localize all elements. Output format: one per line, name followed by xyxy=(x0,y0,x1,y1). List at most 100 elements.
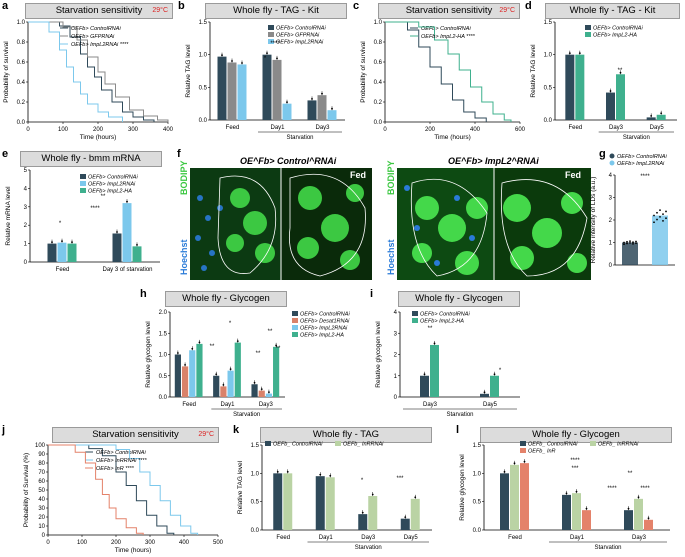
panel-b-y-tick-label: 1.5 xyxy=(199,20,208,26)
panel-e-y-tick-label: 5 xyxy=(24,168,28,174)
panel-g-y-tick-label: 3 xyxy=(609,196,613,202)
panel-c-x-tick-label: 600 xyxy=(515,127,526,133)
panel-i-y-tick-label: 4 xyxy=(394,310,398,316)
panel-e-bar xyxy=(122,203,132,262)
panel-d-significance-label: ** xyxy=(618,68,623,74)
panel-g-bar xyxy=(622,242,638,265)
panel-l-x-tick-label: Feed xyxy=(508,535,522,541)
panel-i-bar xyxy=(480,393,489,397)
panel-d-y-tick-label: 1.0 xyxy=(544,53,553,59)
panel-c-y-tick-label: 0.6 xyxy=(374,60,383,66)
panel-l-data-point xyxy=(513,462,516,465)
panel-b-bar xyxy=(317,95,327,120)
panel-e-title: Whole fly - bmm mRNA xyxy=(20,151,162,167)
panel-h-data-point xyxy=(275,344,278,347)
panel-h-bar xyxy=(220,386,227,397)
panel-h-x-tick-label: Feed xyxy=(182,402,196,408)
panel-b-data-point xyxy=(311,98,313,100)
panel-l-y-tick-label: 1.5 xyxy=(473,443,482,449)
panel-j-series-line xyxy=(48,444,144,535)
panel-c-series-line xyxy=(385,21,487,122)
panel-h-data-point xyxy=(260,388,263,391)
panel-k-legend-swatch xyxy=(335,441,341,446)
panel-label-f: f xyxy=(177,148,181,160)
panel-a-x-axis-label: Time (hours) xyxy=(80,134,117,141)
panel-h-significance-label: ** xyxy=(268,329,273,335)
panel-j-y-tick-label: 30 xyxy=(38,506,45,512)
panel-b-data-point xyxy=(286,101,288,104)
panel-l-bar xyxy=(624,510,633,530)
panel-k-significance-label: * xyxy=(361,478,364,484)
panel-l-x-tick-label: Day3 xyxy=(632,535,647,541)
microscopy-impl2 xyxy=(397,168,591,280)
panel-b-legend-swatch xyxy=(268,32,274,37)
panel-e-significance-label: ** xyxy=(101,194,106,200)
panel-j-title: Starvation sensitivity 29°C xyxy=(52,427,219,443)
panel-g-data-point xyxy=(653,221,655,224)
panel-h-legend-swatch xyxy=(292,325,298,330)
panel-d-y-tick-label: 0.5 xyxy=(544,85,553,91)
panel-a-y-tick-label: 0.0 xyxy=(17,120,26,126)
panel-i-legend-label: OEFb> ControlRNAi xyxy=(420,312,470,318)
panel-b-legend-label: OEFb> ImpL2RNAi xyxy=(276,40,324,46)
panel-h-y-tick-label: 0.0 xyxy=(159,395,168,401)
panel-l-bar xyxy=(634,498,643,530)
panel-g-data-point xyxy=(635,240,637,243)
panel-b-data-point xyxy=(241,62,243,64)
panel-d-title: Whole fly - TAG - Kit xyxy=(545,3,680,19)
panel-b-data-point xyxy=(321,92,323,95)
panel-g-data-point xyxy=(665,217,667,220)
panel-l-bar xyxy=(644,519,653,530)
panel-k-bar xyxy=(410,498,420,530)
panel-k-data-point xyxy=(361,511,364,514)
panel-b-y-tick-label: 0.0 xyxy=(199,118,208,124)
panel-g-data-point xyxy=(662,220,664,222)
panel-i-y-tick-label: 1 xyxy=(394,374,398,380)
panel-l-title: Whole fly - Glycogen xyxy=(480,427,672,443)
panel-e-y-tick-label: 0 xyxy=(24,260,28,266)
panel-e-y-tick-label: 2 xyxy=(24,223,28,229)
panel-d-bar xyxy=(575,54,585,120)
panel-l-y-tick-label: 0.0 xyxy=(473,528,482,534)
panel-i-group-caption: Starvation xyxy=(446,412,473,418)
panel-d-x-tick-label: Feed xyxy=(568,125,582,131)
panel-k-bar xyxy=(358,514,368,530)
panel-l-data-point xyxy=(585,507,588,510)
panel-l-legend-label: OEFb_ InRRNAi xyxy=(598,442,639,448)
panel-k-x-tick-label: Day5 xyxy=(404,535,419,541)
panel-i-x-tick-label: Day3 xyxy=(423,402,438,408)
panel-e-data-point xyxy=(61,240,63,243)
panel-a-legend-label: OEFb> GFPRNAi xyxy=(71,34,115,40)
panel-k-y-tick-label: 1.5 xyxy=(251,443,260,449)
panel-h-y-axis-label: Relative glycogen level xyxy=(145,321,152,388)
panel-label-k: k xyxy=(233,424,240,436)
panel-e-y-tick-label: 3 xyxy=(24,205,28,211)
panel-h-data-point xyxy=(184,364,186,366)
panel-k-group-caption: Starvation xyxy=(355,545,382,551)
panel-k-data-point xyxy=(319,473,322,476)
panel-i-legend-label: OEFb> ImpL2-HA xyxy=(420,319,464,325)
panel-g-legend-label: OEFb> ImpL2RNAi xyxy=(617,161,665,167)
panel-h-x-tick-label: Day3 xyxy=(259,402,274,408)
title-text: Starvation sensitivity xyxy=(92,429,179,440)
panel-a-y-tick-label: 0.2 xyxy=(17,100,26,106)
panel-h-data-point xyxy=(253,381,256,384)
panel-d-bar xyxy=(646,117,656,120)
panel-j-legend-label: OEFb> ControlRNAi xyxy=(96,450,146,456)
panel-d-data-point xyxy=(578,52,581,55)
panel-i-legend-swatch xyxy=(412,318,418,323)
panel-label-a: a xyxy=(2,0,9,12)
panel-k-y-tick-label: 1.0 xyxy=(251,471,260,477)
panel-j-y-tick-label: 40 xyxy=(38,497,45,503)
panel-a-y-axis-label: Probability of survival xyxy=(3,41,10,103)
microscopy-control-image xyxy=(190,168,372,280)
panel-b-bar xyxy=(307,100,317,120)
panel-g-data-point xyxy=(629,241,631,244)
panel-j-x-tick-label: 0 xyxy=(46,540,50,546)
panel-k-bar xyxy=(283,473,293,530)
panel-b-bar xyxy=(262,54,272,120)
panel-e-data-point xyxy=(116,231,118,233)
panel-d-bar xyxy=(606,92,615,120)
panel-e-bar xyxy=(67,243,77,262)
panel-d-legend-label: OEFb> ImpL2-HA xyxy=(593,33,637,39)
